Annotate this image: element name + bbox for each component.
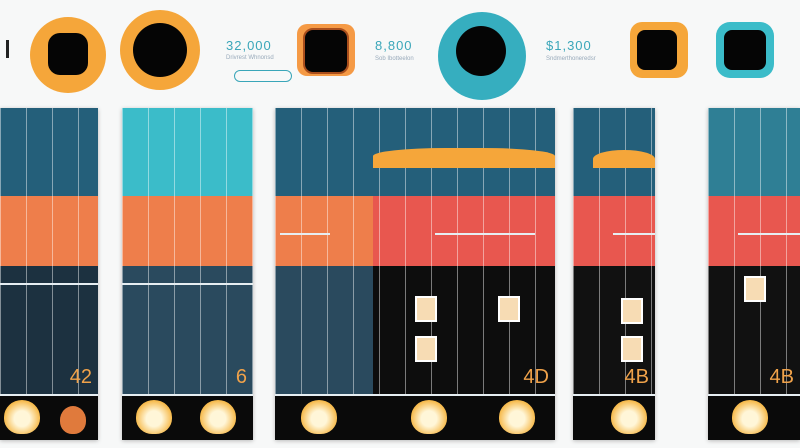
stat-value: 8,800 (375, 38, 413, 53)
panel-label: 42 (69, 366, 92, 388)
stat-value: 32,000 (226, 38, 272, 53)
panel-label: 4B (769, 366, 794, 388)
stat-caption: Sob Ibotteelon (375, 56, 414, 62)
panel-1[interactable]: 42 (0, 108, 98, 440)
orange-square-icon[interactable] (630, 22, 688, 78)
panel-2[interactable]: 6 (122, 108, 253, 440)
panel-5[interactable]: 4B (708, 108, 800, 440)
stat-caption: Sndmerthoneredsr (546, 56, 596, 62)
teal-circle-icon[interactable] (438, 12, 526, 100)
panel-3[interactable]: 4D (275, 108, 555, 440)
teal-square-icon[interactable] (716, 22, 774, 78)
stat-value: $1,300 (546, 38, 592, 53)
panel-4[interactable]: 4B (573, 108, 655, 440)
panel-label: 6 (235, 366, 247, 388)
progress-pill[interactable] (234, 70, 292, 82)
orange-square-icon[interactable] (297, 24, 355, 76)
orange-circle-icon[interactable] (30, 17, 106, 93)
stat-caption: Drivrest Whnonsd (226, 55, 274, 61)
bar-icon (6, 40, 9, 58)
panel-label: 4B (624, 366, 649, 388)
orange-circle-icon[interactable] (120, 10, 200, 90)
panel-label: 4D (523, 366, 549, 388)
